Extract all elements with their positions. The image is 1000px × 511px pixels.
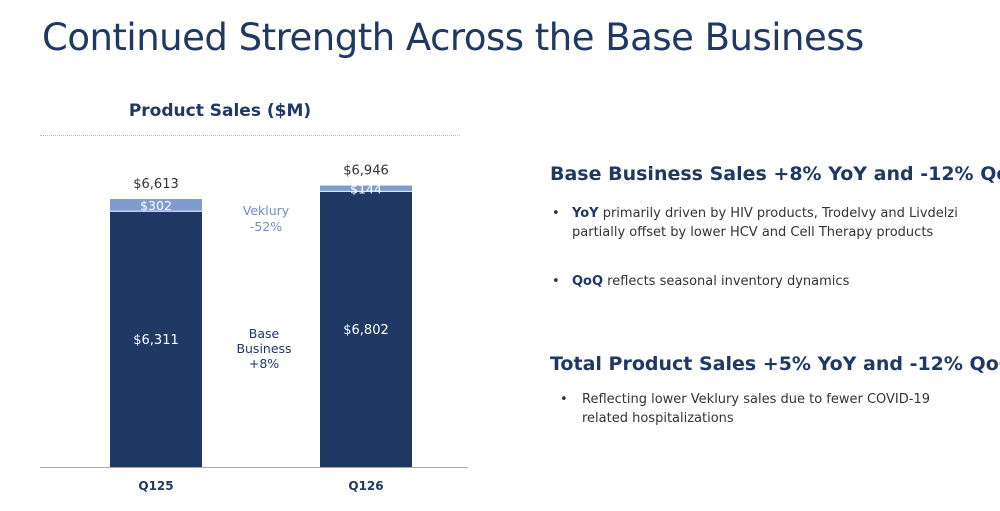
bar-veklury xyxy=(320,185,412,192)
annotation-base: Base xyxy=(249,326,280,341)
section-base-business: Base Business Sales +8% YoY and -12% QoQ… xyxy=(550,163,1000,291)
page-title: Continued Strength Across the Base Busin… xyxy=(42,16,864,59)
bullet-qoq: • QoQ reflects seasonal inventory dynami… xyxy=(550,272,990,291)
bullet-text: reflects seasonal inventory dynamics xyxy=(603,274,850,289)
total-label: $6,613 xyxy=(133,177,179,192)
bar-base-business xyxy=(110,211,202,467)
bullet-dot: • xyxy=(552,274,560,289)
section-heading: Total Product Sales +5% YoY and -12% QoQ xyxy=(550,353,1000,375)
annotation-base-change: +8% xyxy=(249,356,279,371)
annotation-veklury: Veklury xyxy=(243,203,290,218)
chart-title: Product Sales ($M) xyxy=(128,101,312,121)
annotation-base-business: Business xyxy=(236,341,291,356)
section-total-product-sales: Total Product Sales +5% YoY and -12% QoQ… xyxy=(550,353,1000,428)
bullet-dot: • xyxy=(552,206,560,221)
bullet-yoy: • YoY primarily driven by HIV products, … xyxy=(550,204,990,242)
total-label: $6,946 xyxy=(343,164,389,179)
bullet-bold: YoY xyxy=(572,206,599,221)
chart-divider xyxy=(40,135,460,136)
bullet-text: Reflecting lower Veklury sales due to fe… xyxy=(582,392,931,426)
bar-veklury xyxy=(110,199,202,212)
bullet-dot: • xyxy=(560,392,568,407)
bullet-text: primarily driven by HIV products, Trodel… xyxy=(572,206,958,240)
annotation-veklury-change: -52% xyxy=(250,219,282,234)
data-label-base-business: $6,802 xyxy=(343,323,389,338)
data-label-base-business: $6,311 xyxy=(133,333,179,348)
bullet-bold: QoQ xyxy=(572,274,604,289)
bar-base-business xyxy=(320,191,412,467)
x-tick-label: Q125 xyxy=(138,479,173,493)
bullet-veklury: • Reflecting lower Veklury sales due to … xyxy=(550,390,952,428)
product-sales-chart: $6,311 $302 $6,613 Q125 $6,802 $144 $6,946 Q126… xyxy=(40,164,468,493)
data-label-veklury: $144 xyxy=(350,181,382,196)
section-heading: Base Business Sales +8% YoY and -12% QoQ xyxy=(550,163,1000,185)
x-tick-label: Q126 xyxy=(348,479,383,493)
data-label-veklury: $302 xyxy=(140,198,172,213)
